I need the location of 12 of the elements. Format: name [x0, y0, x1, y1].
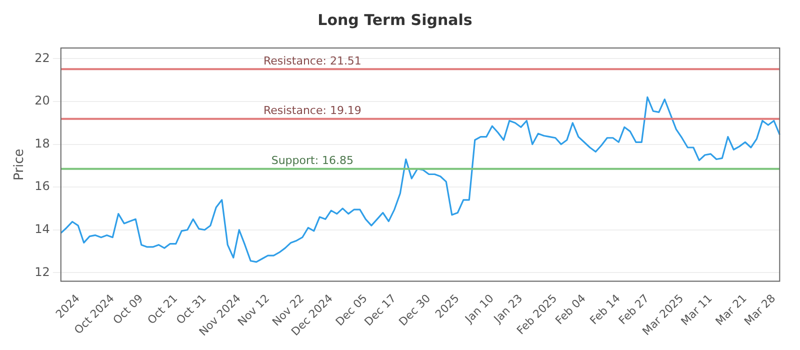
- y-tick-label: 18: [34, 136, 50, 150]
- chart-title: Long Term Signals: [318, 10, 472, 29]
- y-tick-label: 14: [34, 222, 50, 236]
- ref-line-label: Resistance: 21.51: [263, 54, 362, 68]
- x-tick-label: Dec 30: [396, 292, 434, 328]
- y-tick-label: 22: [34, 50, 50, 65]
- y-axis-title: Price: [12, 148, 28, 180]
- ref-line-label: Support: 16.85: [271, 154, 354, 168]
- y-tick-label: 20: [34, 94, 50, 108]
- ref-line-label: Resistance: 19.19: [263, 104, 362, 118]
- y-tick-label: 12: [34, 264, 50, 279]
- y-tick-label: 16: [34, 179, 50, 194]
